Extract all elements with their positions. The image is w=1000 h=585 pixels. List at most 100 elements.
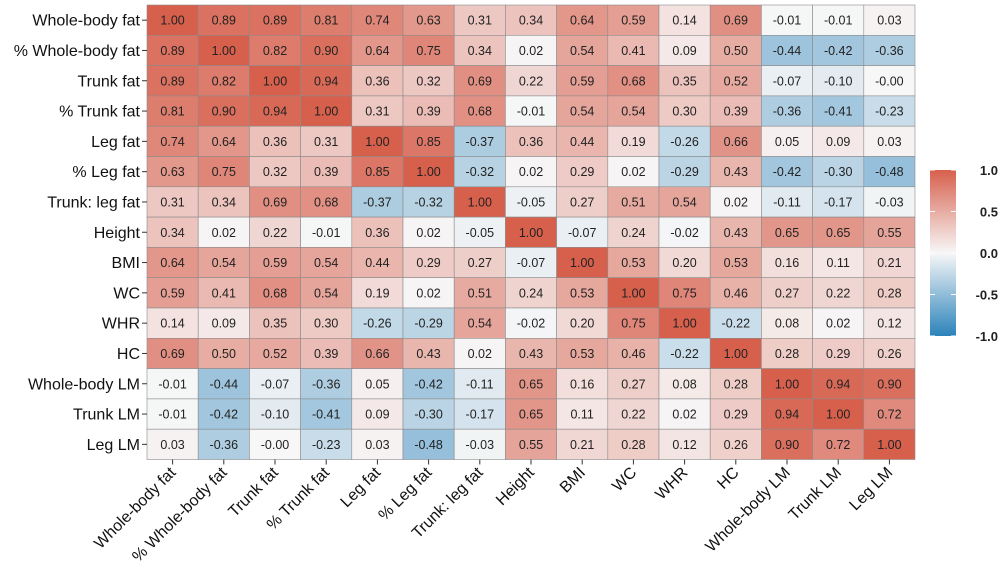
column-label: BMI [557, 464, 589, 496]
heatmap-cell [146, 307, 199, 339]
cell-value-label: 0.90 [877, 377, 901, 391]
heatmap-cell [402, 247, 455, 278]
cell-value-label: 0.82 [263, 44, 287, 58]
cell-value-label: 0.44 [365, 256, 389, 270]
cell-value-label: 0.94 [826, 377, 850, 391]
row-label: Trunk fat [77, 73, 140, 90]
cell-value-label: 1.00 [468, 195, 492, 209]
cell-value-label: 0.36 [263, 135, 287, 149]
cell-value-label: 0.69 [468, 74, 492, 88]
heatmap-cell [505, 337, 557, 369]
row-label: Height [94, 225, 141, 242]
cell-value-label: 0.03 [877, 14, 901, 28]
heatmap-cell [709, 247, 762, 278]
cell-value-label: -0.02 [670, 226, 699, 240]
cell-value-label: 0.44 [570, 135, 594, 149]
cell-value-label: 0.27 [775, 286, 799, 300]
heatmap-cell [505, 368, 557, 400]
cell-value-label: 0.51 [468, 286, 492, 300]
cell-value-label: 0.11 [826, 256, 849, 270]
cell-value-label: 0.29 [570, 165, 594, 179]
heatmap-cell [607, 156, 660, 188]
heatmap-cell [863, 125, 916, 157]
heatmap-cell [863, 34, 916, 66]
heatmap-cell [556, 428, 609, 460]
row-label: % Trunk fat [59, 104, 140, 121]
cell-value-label: 0.34 [468, 44, 492, 58]
cell-value-label: 1.00 [416, 165, 440, 179]
heatmap-cell [402, 125, 455, 157]
cell-value-label: 0.14 [160, 317, 184, 331]
heatmap-cell [812, 277, 865, 309]
heatmap-cell [556, 247, 609, 278]
cell-value-label: 0.27 [570, 195, 594, 209]
cell-value-label: 0.89 [160, 74, 184, 88]
cell-value-label: -0.48 [875, 165, 904, 179]
heatmap-cell [197, 307, 250, 339]
cell-value-label: 1.00 [877, 438, 901, 452]
heatmap-cell [300, 4, 353, 36]
cell-value-label: 0.53 [724, 256, 748, 270]
heatmap-cell [607, 307, 660, 339]
cell-value-label: 0.55 [877, 226, 901, 240]
cell-value-label: 0.65 [519, 377, 543, 391]
cell-value-label: 0.12 [672, 438, 696, 452]
cell-value-label: 0.27 [468, 256, 492, 270]
heatmap-cell [709, 398, 762, 430]
cell-value-label: 0.09 [365, 408, 389, 422]
heatmap-cell [658, 337, 711, 369]
row-label: Whole-body fat [32, 13, 140, 30]
heatmap-cell [863, 65, 916, 97]
heatmap-cell [812, 398, 865, 430]
heatmap-cell [146, 368, 199, 400]
cell-value-label: 0.69 [160, 347, 184, 361]
heatmap-cell [453, 156, 506, 188]
cell-value-label: 0.08 [672, 377, 696, 391]
heatmap-cell [607, 65, 660, 97]
cell-value-label: -0.01 [312, 226, 341, 240]
cell-value-label: 0.54 [314, 286, 338, 300]
cell-value-label: 0.31 [468, 14, 492, 28]
heatmap-cells: 1.00 0.89 0.89 0.81 0.74 0.63 0.31 0.34 0.64 0.59… [146, 4, 916, 460]
cell-value-label: 0.82 [212, 74, 236, 88]
cell-value-label: 0.54 [570, 105, 594, 119]
cell-value-label: 1.00 [826, 408, 850, 422]
cell-value-label: 0.54 [468, 317, 492, 331]
cell-value-label: 0.85 [416, 135, 440, 149]
cell-value-label: -0.07 [517, 256, 546, 270]
cell-value-label: 1.00 [775, 377, 799, 391]
heatmap-cell [556, 156, 609, 188]
cell-value-label: -0.36 [312, 377, 341, 391]
cell-value-label: 0.59 [621, 14, 645, 28]
cell-value-label: 0.03 [365, 438, 389, 452]
heatmap-cell [812, 95, 865, 127]
cell-value-label: 0.74 [365, 14, 389, 28]
cell-value-label: 0.54 [672, 195, 696, 209]
cell-value-label: 1.00 [160, 14, 184, 28]
cell-value-label: 0.02 [416, 226, 440, 240]
heatmap-cell [761, 65, 813, 97]
cell-value-label: 0.05 [775, 135, 799, 149]
heatmap-cell [351, 34, 404, 66]
heatmap-cell [709, 125, 762, 157]
cell-value-label: 0.02 [519, 44, 543, 58]
heatmap-cell [505, 125, 557, 157]
cell-value-label: 0.81 [160, 105, 184, 119]
cell-value-label: 0.64 [570, 14, 594, 28]
heatmap-cell [300, 156, 353, 188]
heatmap-cell [607, 186, 660, 218]
cell-value-label: 0.75 [416, 44, 440, 58]
heatmap-cell [556, 398, 609, 430]
heatmap-cell [146, 186, 199, 218]
cell-value-label: 0.24 [621, 226, 645, 240]
cell-value-label: 0.29 [416, 256, 440, 270]
cell-value-label: -0.02 [517, 317, 546, 331]
cell-value-label: 0.20 [672, 256, 696, 270]
cell-value-label: 0.54 [212, 256, 236, 270]
cell-value-label: -0.30 [824, 165, 853, 179]
cell-value-label: -0.23 [875, 105, 904, 119]
heatmap-cell [658, 368, 711, 400]
cell-value-label: 0.02 [519, 165, 543, 179]
cell-value-label: 0.69 [263, 195, 287, 209]
heatmap-cell [197, 428, 250, 460]
